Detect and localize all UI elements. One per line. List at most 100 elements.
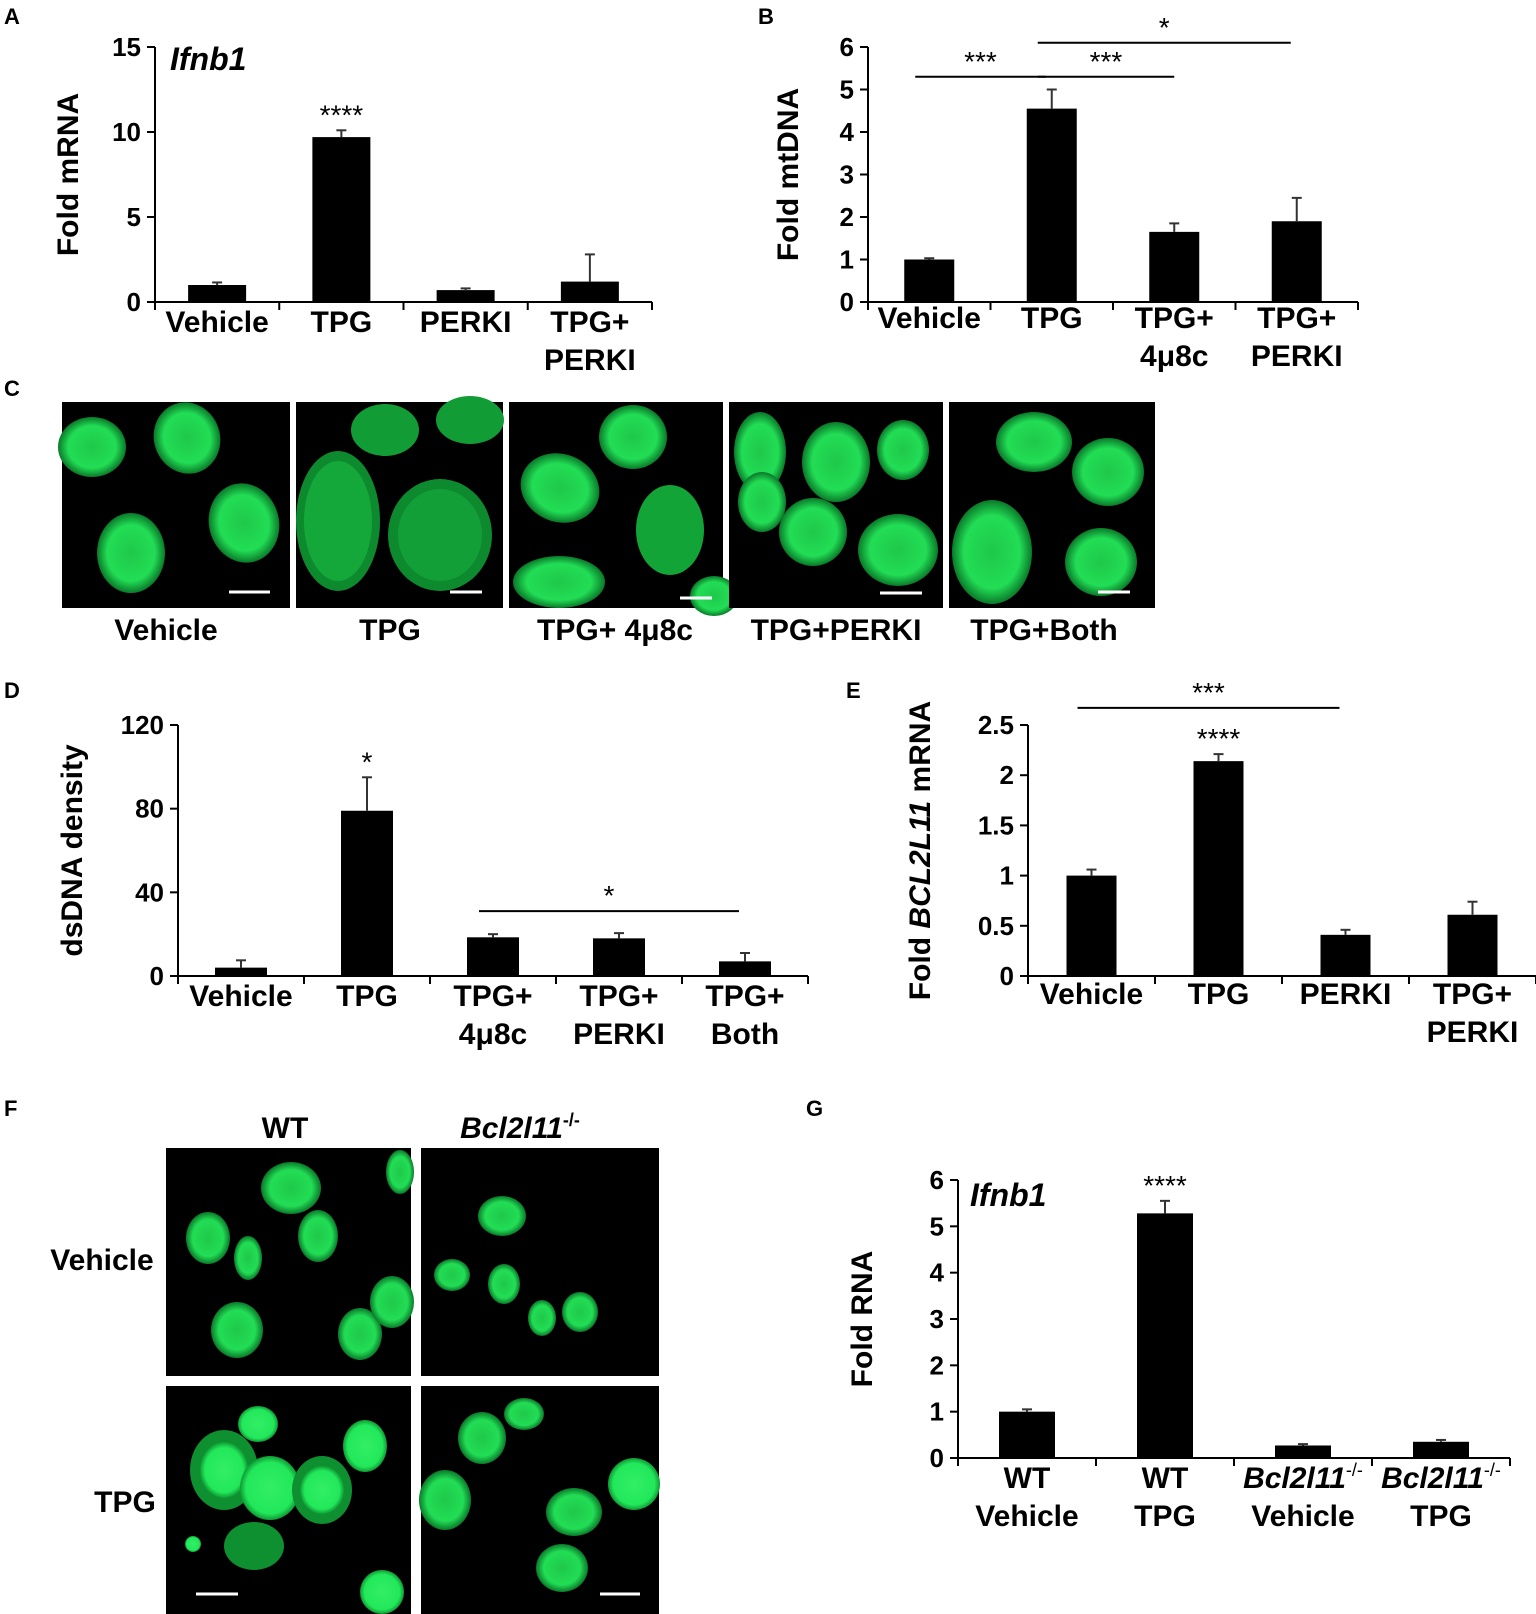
chart-a-category-label: TPG+ — [550, 306, 629, 339]
chart-e-y-tick-label: 2.5 — [978, 710, 1014, 740]
chart-g-bar — [999, 1411, 1055, 1458]
panel-f-micrographs: WT Bcl2l11-/- Vehicle TPG — [50, 1110, 660, 1614]
chart-b-bar — [1149, 231, 1200, 302]
chart-b-category-label: 4μ8c — [1140, 340, 1208, 373]
chart-g-bar — [1137, 1213, 1193, 1458]
chart-d-significance-mark: * — [362, 746, 373, 777]
chart-g-category-label: Vehicle — [1251, 1500, 1354, 1533]
chart-b-category-label: TPG+ — [1135, 302, 1214, 335]
chart-e-y-tick-label: 0.5 — [978, 911, 1014, 941]
chart-d-bar — [593, 938, 645, 976]
chart-b-bar — [904, 259, 955, 302]
chart-g-significance-mark: **** — [1143, 1170, 1187, 1201]
micrograph-tpg-perki — [729, 402, 943, 608]
chart-a-category-label: TPG — [311, 306, 373, 339]
panel-letter-c: C — [4, 376, 20, 401]
chart-g-bar — [1413, 1441, 1469, 1458]
chart-a-y-axis-title: Fold mRNA — [52, 93, 85, 256]
y-axis-title-gene: BCL2L11 — [904, 801, 937, 929]
chart-g-ifnb1-fold-rna: 0 1 2 3 4 5 6 Fold RNA Ifnb1 WT Vehicle **** WT TPG Bc… — [846, 1165, 1511, 1533]
chart-e-category-label: PERKI — [1427, 1016, 1519, 1049]
chart-b-category-label: Vehicle — [878, 302, 981, 335]
chart-b-y-axis-title: Fold mtDNA — [772, 88, 805, 261]
chart-b-fold-mtdna: 0 1 2 3 4 5 6 Fold mtDNA Vehicle TPG TPG+ 4μ8c TPG+ P… — [772, 12, 1359, 373]
column-label-wt: WT — [262, 1112, 309, 1145]
column-label-bcl2l11-gene: Bcl2l11 — [460, 1112, 563, 1145]
chart-d-y-axis-title: dsDNA density — [56, 744, 89, 957]
chart-b-category-label: PERKI — [1251, 340, 1343, 373]
panel-letter-g: G — [806, 1096, 823, 1121]
category-gene-name: Bcl2l11 — [1381, 1462, 1484, 1495]
chart-e-bar — [1320, 934, 1371, 976]
chart-b-category-label: TPG — [1021, 302, 1083, 335]
chart-g-y-tick-label: 1 — [930, 1397, 944, 1427]
chart-e-y-tick-label: 2 — [1000, 760, 1014, 790]
chart-b-y-tick-label: 4 — [840, 117, 855, 147]
chart-e-category-label: Vehicle — [1040, 978, 1143, 1011]
chart-g-y-tick-label: 4 — [930, 1258, 945, 1288]
chart-a-significance-mark: **** — [320, 99, 364, 130]
chart-e-bracket-label: *** — [1192, 677, 1225, 708]
micrograph-wt-vehicle — [166, 1148, 414, 1376]
chart-d-y-tick-label: 40 — [135, 877, 164, 907]
chart-e-category-label: PERKI — [1300, 978, 1392, 1011]
chart-g-y-axis-title: Fold RNA — [846, 1251, 879, 1388]
chart-a-category-label: PERKI — [544, 344, 636, 377]
chart-g-category-label: Vehicle — [975, 1500, 1078, 1533]
chart-a-y-tick-label: 5 — [127, 202, 141, 232]
chart-d-category-label: TPG+ — [705, 980, 784, 1013]
panel-letter-f: F — [4, 1096, 17, 1121]
category-superscript: -/- — [1484, 1460, 1501, 1480]
chart-b-bracket-label: * — [1159, 12, 1170, 43]
chart-g-category-label: WT — [1004, 1462, 1051, 1495]
chart-d-category-label: TPG+ — [453, 980, 532, 1013]
column-label-bcl2l11-superscript: -/- — [563, 1110, 580, 1130]
chart-b-y-tick-label: 3 — [840, 160, 854, 190]
chart-g-category-label: Bcl2l11-/- — [1243, 1460, 1363, 1495]
micrograph-tpg — [296, 396, 504, 608]
chart-g-y-tick-label: 6 — [930, 1165, 944, 1195]
chart-a-y-tick-label: 15 — [112, 32, 141, 62]
chart-a-category-label: Vehicle — [165, 306, 268, 339]
chart-d-bracket-label: * — [604, 880, 615, 911]
y-axis-title-suffix: mRNA — [904, 701, 937, 801]
chart-d-bar — [215, 967, 267, 976]
chart-g-y-tick-label: 0 — [930, 1443, 944, 1473]
chart-e-y-tick-label: 1 — [1000, 861, 1014, 891]
chart-b-bracket-label: *** — [964, 46, 997, 77]
chart-d-category-label: TPG — [336, 980, 398, 1013]
panel-letter-d: D — [4, 678, 20, 703]
chart-a-category-label: PERKI — [420, 306, 512, 339]
chart-g-y-tick-label: 2 — [930, 1350, 944, 1380]
chart-a-bar — [560, 281, 619, 302]
chart-b-y-tick-label: 6 — [840, 32, 854, 62]
panel-letter-b: B — [758, 4, 774, 29]
chart-e-bar — [1066, 875, 1117, 976]
panel-letter-a: A — [4, 4, 20, 29]
chart-d-category-label: 4μ8c — [459, 1018, 527, 1051]
chart-b-bracket-label: *** — [1090, 46, 1123, 77]
micrograph-label-tpg-both: TPG+Both — [970, 614, 1118, 647]
chart-g-category-label: Bcl2l11-/- — [1381, 1460, 1501, 1495]
chart-a-ifnb1-fold-mrna: 0 5 10 15 Fold mRNA Ifnb1 Vehicle **** TPG PERKI T… — [52, 32, 653, 377]
category-superscript: -/- — [1346, 1460, 1363, 1480]
micrograph-label-tpg-4u8c: TPG+ 4μ8c — [537, 614, 693, 647]
chart-d-bar — [467, 937, 519, 976]
panel-c-micrographs: Vehicle TPG TPG+ 4μ8c TPG+PERKI TPG+Both — [58, 396, 1155, 647]
chart-d-category-label: PERKI — [573, 1018, 665, 1051]
chart-g-category-label: TPG — [1134, 1500, 1196, 1533]
chart-b-bar — [1271, 221, 1322, 302]
chart-b-category-label: TPG+ — [1257, 302, 1336, 335]
chart-d-dsdna-density: 0 40 80 120 dsDNA density Vehicle * TPG TPG+ 4μ8c… — [56, 710, 809, 1051]
chart-b-y-tick-label: 5 — [840, 75, 854, 105]
micrograph-wt-tpg — [166, 1386, 411, 1614]
chart-e-category-label: TPG+ — [1433, 978, 1512, 1011]
chart-b-y-tick-label: 1 — [840, 245, 854, 275]
chart-b-bar — [1026, 108, 1077, 302]
chart-a-bar — [436, 290, 495, 302]
micrograph-tpg-4u8c — [509, 402, 738, 616]
chart-a-y-tick-label: 10 — [112, 117, 141, 147]
chart-b-y-tick-label: 2 — [840, 202, 854, 232]
micrograph-ko-tpg — [419, 1386, 660, 1614]
